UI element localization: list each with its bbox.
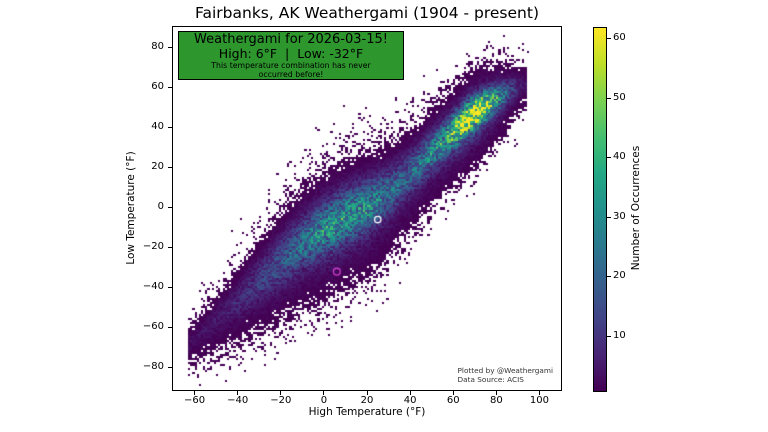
- x-tick-label: 60: [446, 395, 460, 406]
- annotation-note-line1: This temperature combination has never: [211, 60, 371, 70]
- y-tick-mark: [168, 287, 172, 289]
- y-tick-label: 80: [151, 40, 164, 52]
- x-tick-mark: [237, 391, 239, 395]
- colorbar-tick-label: 40: [613, 151, 626, 163]
- y-tick-label: −20: [142, 241, 164, 253]
- chart-title: Fairbanks, AK Weathergami (1904 - presen…: [195, 4, 539, 22]
- y-tick-label: −40: [142, 281, 164, 293]
- colorbar-tick-mark: [607, 335, 611, 337]
- colorbar-label: Number of Occurrences: [630, 145, 642, 271]
- colorbar-tick-label: 10: [613, 329, 626, 341]
- colorbar: [593, 27, 607, 392]
- colorbar-tick-mark: [607, 97, 611, 99]
- annotation-note-line2: occurred before!: [258, 69, 324, 79]
- colorbar-tick-label: 60: [613, 32, 626, 44]
- x-tick-label: 20: [360, 395, 374, 406]
- histogram-canvas: [173, 27, 561, 390]
- y-tick-label: −60: [142, 321, 164, 333]
- y-tick-label: −80: [142, 361, 164, 373]
- annotation-temps: High: 6°F | Low: -32°F: [218, 45, 364, 61]
- x-tick-label: 40: [403, 395, 417, 406]
- y-tick-mark: [168, 367, 172, 369]
- x-tick-mark: [409, 391, 411, 395]
- colorbar-tick-mark: [607, 157, 611, 159]
- y-tick-label: 0: [157, 200, 164, 212]
- x-tick-label: 0: [320, 395, 328, 406]
- colorbar-tick-label: 30: [613, 210, 626, 222]
- y-tick-label: 60: [151, 80, 164, 92]
- y-tick-mark: [168, 46, 172, 48]
- x-tick-label: 80: [489, 395, 503, 406]
- x-tick-label: 100: [529, 395, 549, 406]
- x-tick-mark: [452, 391, 454, 395]
- attribution: Plotted by @Weathergami Data Source: ACI…: [458, 366, 553, 384]
- x-tick-mark: [538, 391, 540, 395]
- y-tick-mark: [168, 247, 172, 249]
- x-tick-mark: [366, 391, 368, 395]
- annotation-box: Weathergami for 2026-03-15! High: 6°F | …: [178, 31, 404, 80]
- y-tick-mark: [168, 327, 172, 329]
- x-tick-mark: [194, 391, 196, 395]
- x-tick-mark: [495, 391, 497, 395]
- x-tick-mark: [323, 391, 325, 395]
- x-tick-label: −20: [270, 395, 292, 406]
- colorbar-tick-label: 50: [613, 91, 626, 103]
- attribution-plotted-by: Plotted by @Weathergami: [457, 366, 553, 375]
- colorbar-tick-label: 20: [613, 270, 626, 282]
- x-axis-label: High Temperature (°F): [308, 406, 426, 418]
- colorbar-tick-mark: [607, 276, 611, 278]
- x-tick-label: −40: [227, 395, 249, 406]
- y-tick-label: 20: [151, 160, 164, 172]
- y-tick-mark: [168, 166, 172, 168]
- colorbar-tick-mark: [607, 216, 611, 218]
- x-tick-label: −60: [183, 395, 206, 406]
- x-tick-mark: [280, 391, 282, 395]
- y-tick-mark: [168, 206, 172, 208]
- y-tick-mark: [168, 126, 172, 128]
- y-tick-mark: [168, 86, 172, 88]
- colorbar-tick-mark: [607, 38, 611, 40]
- plot-area: Weathergami for 2026-03-15! High: 6°F | …: [172, 26, 562, 391]
- annotation-title: Weathergami for 2026-03-15!: [194, 31, 388, 47]
- y-tick-label: 40: [151, 120, 164, 132]
- attribution-data-source: Data Source: ACIS: [457, 375, 524, 384]
